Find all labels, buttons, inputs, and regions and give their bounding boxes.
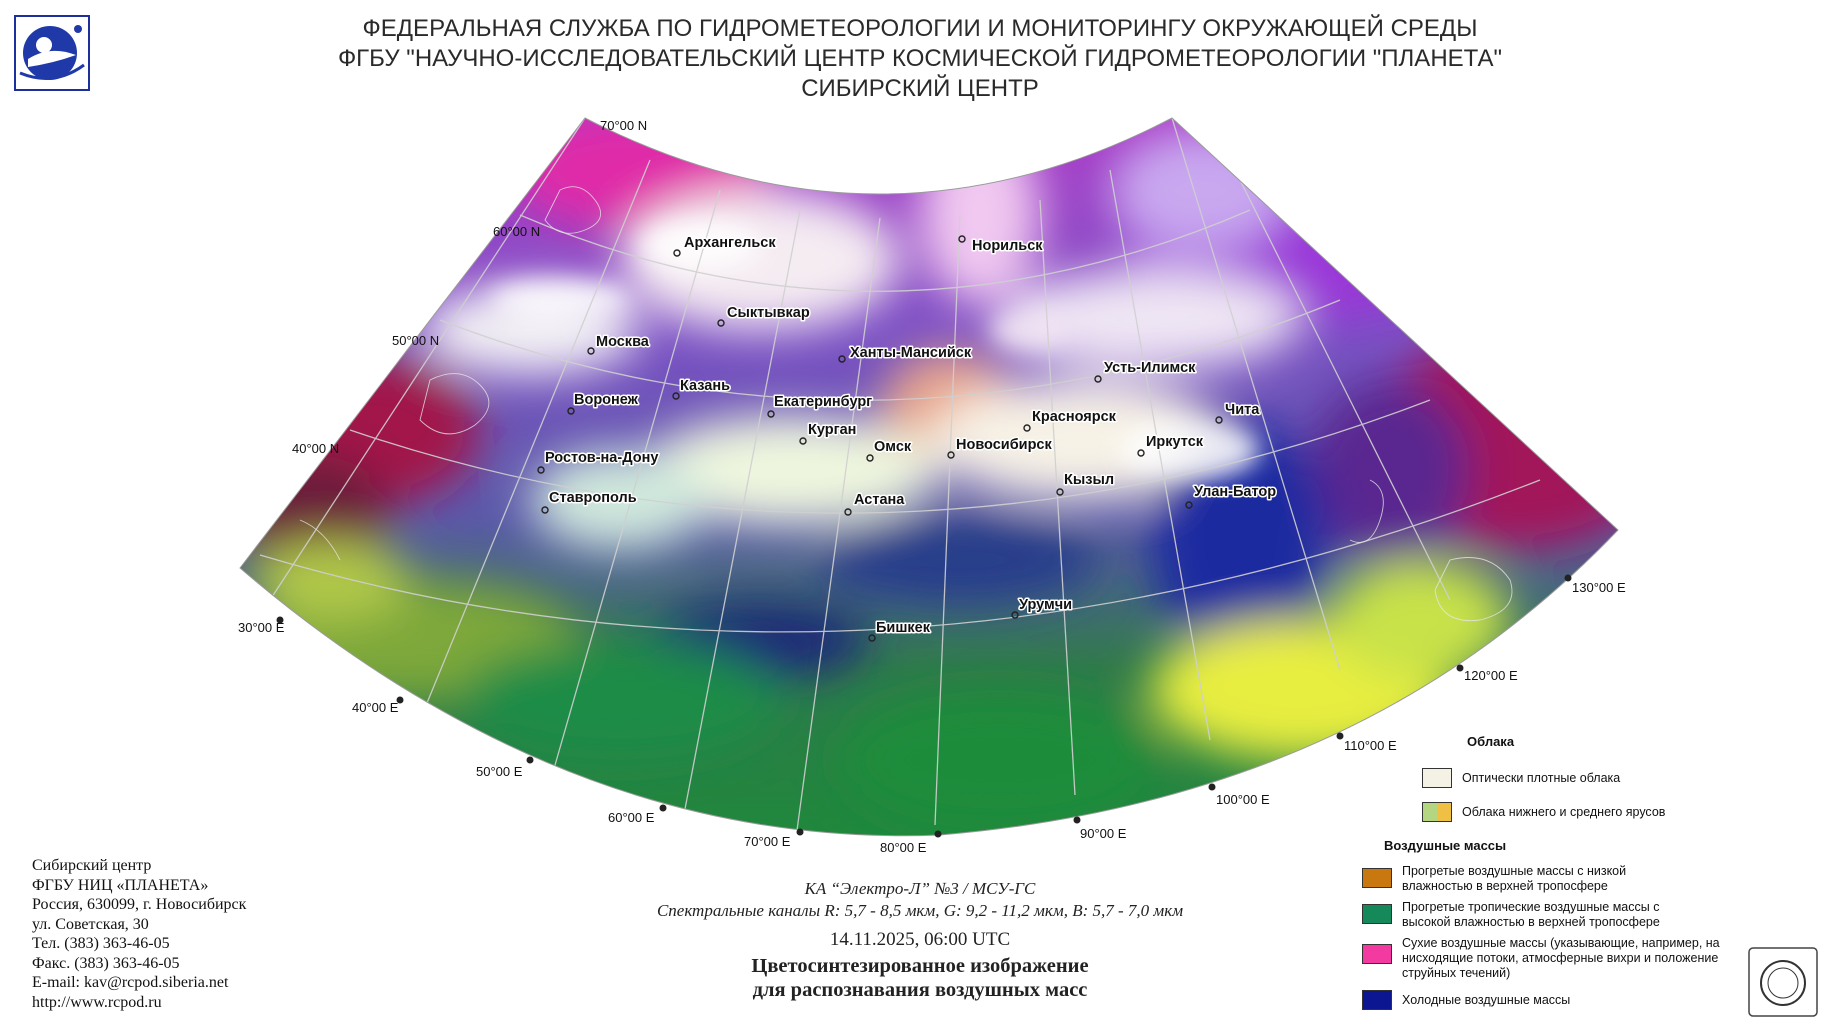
legend-swatch [1422, 768, 1452, 788]
contact-line: ФГБУ НИЦ «ПЛАНЕТА» [32, 876, 209, 894]
lon-label-50: 50°00 E [476, 764, 523, 779]
legend-item-cold: Холодные воздушные массы [1362, 990, 1742, 1010]
header: ФЕДЕРАЛЬНАЯ СЛУЖБА ПО ГИДРОМЕТЕОРОЛОГИИ … [0, 14, 1840, 104]
city-markers [537, 235, 1223, 642]
legend-swatch [1362, 990, 1392, 1010]
city-arkhangelsk: Архангельск [684, 235, 776, 251]
lon-label-30: 30°00 E [238, 620, 285, 635]
city-ekaterinburg: Екатеринбург [774, 394, 872, 410]
legend-label: Холодные воздушные массы [1402, 993, 1571, 1007]
caption: КА “Электро-Л” №3 / МСУ-ГС Спектральные … [560, 878, 1280, 1002]
legend-label: Облака нижнего и среднего ярусов [1462, 805, 1666, 819]
legend-clouds-title: Облака [1467, 734, 1515, 749]
contact-website[interactable]: http://www.rcpod.ru [32, 993, 162, 1011]
legend-swatch [1362, 868, 1392, 888]
city-khanty-mansiysk: Ханты-Мансийск [850, 345, 972, 361]
legend-swatch [1422, 802, 1452, 822]
caption-satellite: КА “Электро-Л” №3 / МСУ-ГС [804, 879, 1036, 898]
city-kurgan: Курган [808, 422, 856, 438]
contact-block: Сибирский центр ФГБУ НИЦ «ПЛАНЕТА» Росси… [32, 856, 246, 1012]
lon-label-70: 70°00 E [744, 834, 791, 849]
legend-item-warm-humid: Прогретые тропичеcкие воздушные массы с … [1362, 900, 1742, 930]
lon-label-90: 90°00 E [1080, 826, 1127, 841]
lon-label-120: 120°00 E [1464, 668, 1518, 683]
city-urumqi: Урумчи [1019, 597, 1072, 613]
longitude-ticks [276, 574, 1572, 838]
lon-label-130: 130°00 E [1572, 580, 1626, 595]
city-voronezh: Воронеж [574, 392, 639, 408]
lon-label-110: 110°00 E [1344, 738, 1397, 753]
header-line-3: СИБИРСКИЙ ЦЕНТР [801, 75, 1039, 102]
caption-channels: Спектральные каналы R: 5,7 - 8,5 мкм, G:… [656, 901, 1184, 920]
caption-title-1: Цветосинтезированное изображение [751, 955, 1089, 977]
contact-line: Сибирский центр [32, 857, 152, 874]
contact-line: ул. Советская, 30 [32, 915, 149, 933]
city-rostov-na-donu: Ростов-на-Дону [545, 450, 658, 466]
satellite-imagery [240, 118, 1618, 836]
city-ust-ilimsk: Усть-Илимск [1104, 360, 1196, 376]
legend-airmass-title: Воздушные массы [1384, 838, 1507, 853]
lon-label-60: 60°00 E [608, 810, 655, 825]
legend-item-low-mid-clouds: Облака нижнего и среднего ярусов [1422, 802, 1665, 822]
city-syktyvkar: Сыктывкар [727, 305, 810, 321]
contact-line: Тел. (383) 363-46-05 [32, 935, 170, 952]
caption-title-2: для распознавания воздушных масс [752, 979, 1088, 1001]
legend-label: Прогретые тропичеcкие воздушные массы с … [1402, 900, 1660, 929]
legend-label: Прогретые воздушные массы с низкой влажн… [1402, 864, 1627, 893]
city-krasnoyarsk: Красноярск [1032, 409, 1117, 425]
contact-line: Россия, 630099, г. Новосибирск [32, 896, 247, 913]
contact-line: Факс. (383) 363-46-05 [32, 954, 180, 972]
caption-datetime: 14.11.2025, 06:00 UTC [829, 929, 1011, 950]
lon-label-40: 40°00 E [352, 700, 399, 715]
city-moskva: Москва [596, 334, 650, 350]
lat-label-70: 70°00 N [600, 118, 647, 133]
city-chita: Чита [1225, 402, 1260, 418]
planeta-logo [14, 15, 90, 91]
city-omsk: Омск [874, 439, 912, 455]
iso-certification-badge [1748, 947, 1818, 1017]
city-stavropol: Ставрополь [549, 490, 637, 506]
legend-label: Сухие воздушные массы (указывающие, напр… [1402, 936, 1720, 980]
legend-swatch [1362, 944, 1392, 964]
header-line-2: ФГБУ "НАУЧНО-ИССЛЕДОВАТЕЛЬСКИЙ ЦЕНТР КОС… [337, 45, 1503, 72]
legend-swatch [1362, 904, 1392, 924]
lon-label-80: 80°00 E [880, 840, 927, 855]
city-bishkek: Бишкек [876, 620, 931, 636]
legend-item-warm-dry: Прогретые воздушные массы с низкой влажн… [1362, 864, 1742, 894]
lat-label-60: 60°00 N [493, 224, 540, 239]
lon-label-100: 100°00 E [1216, 792, 1270, 807]
city-novosibirsk: Новосибирск [956, 437, 1052, 453]
city-astana: Астана [854, 492, 905, 508]
city-kyzyl: Кызыл [1064, 472, 1114, 488]
city-ulan-bator: Улан-Батор [1194, 484, 1276, 500]
lat-label-50: 50°00 N [392, 333, 439, 348]
city-norilsk: Норильск [972, 238, 1043, 254]
city-kazan: Казань [680, 378, 730, 394]
legend-label: Оптически плотные облака [1462, 771, 1621, 785]
contact-email[interactable]: E-mail: kav@rcpod.siberia.net [32, 974, 229, 991]
lat-label-40: 40°00 N [292, 441, 339, 456]
header-line-1: ФЕДЕРАЛЬНАЯ СЛУЖБА ПО ГИДРОМЕТЕОРОЛОГИИ … [362, 15, 1478, 42]
city-irkutsk: Иркутск [1146, 434, 1204, 450]
legend-item-dry: Сухие воздушные массы (указывающие, напр… [1362, 936, 1742, 981]
legend-item-dense-clouds: Оптически плотные облака [1422, 768, 1620, 788]
